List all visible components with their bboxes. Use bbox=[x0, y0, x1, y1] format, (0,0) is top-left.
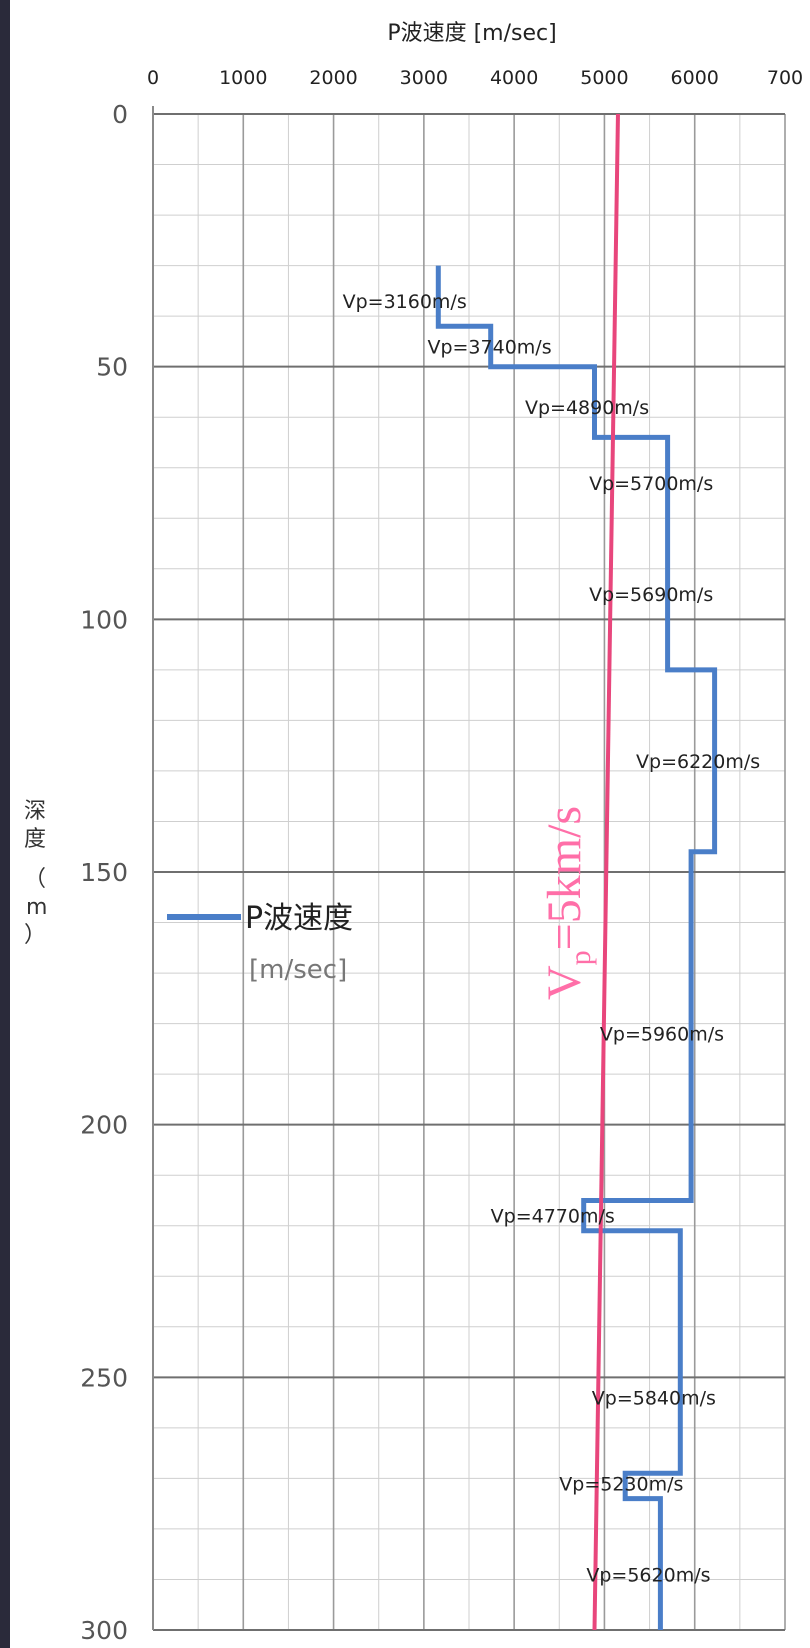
y-axis-title: 深 度 （ m ） bbox=[24, 799, 47, 948]
legend-label: P波速度 bbox=[245, 901, 353, 936]
layer-velocity-label: Vp=5960m/s bbox=[600, 1024, 724, 1046]
left-edge-strip bbox=[0, 0, 10, 1648]
layer-velocity-label: Vp=3160m/s bbox=[343, 291, 467, 313]
y-tick-label: 300 bbox=[80, 1616, 128, 1645]
y-tick-label: 50 bbox=[96, 353, 128, 382]
layer-velocity-label: Vp=6220m/s bbox=[636, 751, 760, 773]
x-axis-title: P波速度 [m/sec] bbox=[387, 21, 556, 46]
major-grid bbox=[152, 106, 786, 1631]
x-tick-label: 0 bbox=[147, 67, 159, 89]
y-tick-label: 250 bbox=[80, 1363, 128, 1392]
x-tick-labels: 0 1000 2000 3000 4000 5000 6000 700 bbox=[147, 67, 803, 89]
series-line bbox=[435, 265, 718, 1630]
x-tick-label: 6000 bbox=[671, 67, 719, 89]
y-tick-label: 100 bbox=[80, 605, 128, 634]
x-tick-label: 5000 bbox=[580, 67, 628, 89]
layer-velocity-label: Vp=4770m/s bbox=[491, 1206, 615, 1228]
annotation-layer: Vp=3160m/s Vp=3740m/s Vp=4890m/s Vp=5700m/s… bbox=[343, 291, 761, 1586]
layer-velocity-label: Vp=5840m/s bbox=[592, 1388, 716, 1410]
layer-velocity-label: Vp=3740m/s bbox=[427, 336, 551, 358]
y-tick-labels: 0 50 100 150 200 250 300 bbox=[80, 100, 128, 1645]
x-tick-label: 1000 bbox=[219, 67, 267, 89]
reference-line bbox=[592, 113, 620, 1631]
y-axis-title-char: 度 bbox=[24, 827, 46, 852]
ref-label-rest: =5km/s bbox=[538, 806, 591, 950]
layer-velocity-label: Vp=5230m/s bbox=[559, 1473, 683, 1495]
layer-velocity-label: Vp=5700m/s bbox=[589, 473, 713, 495]
ref-label-main: V bbox=[538, 965, 591, 1000]
y-tick-label: 0 bbox=[112, 100, 128, 129]
y-axis-title-char: 深 bbox=[24, 799, 46, 824]
legend-unit: [m/sec] bbox=[249, 955, 347, 985]
legend: P波速度 [m/sec] bbox=[167, 901, 353, 985]
layer-velocity-label: Vp=5690m/s bbox=[589, 584, 713, 606]
y-axis-title-char: （ bbox=[24, 867, 46, 892]
x-tick-label: 700 bbox=[767, 67, 803, 89]
reference-line-layer bbox=[592, 113, 620, 1631]
reference-line-label: Vp=5km/s bbox=[538, 806, 597, 1000]
x-tick-label: 4000 bbox=[490, 67, 538, 89]
ref-label-sub: p bbox=[564, 950, 597, 965]
layer-velocity-label: Vp=4890m/s bbox=[525, 397, 649, 419]
x-tick-label: 2000 bbox=[309, 67, 357, 89]
y-tick-label: 150 bbox=[80, 858, 128, 887]
y-tick-label: 200 bbox=[80, 1111, 128, 1140]
y-axis-title-char: ） bbox=[24, 923, 46, 948]
layer-velocity-label: Vp=5620m/s bbox=[586, 1564, 710, 1586]
x-tick-label: 3000 bbox=[400, 67, 448, 89]
series-layer bbox=[435, 265, 718, 1630]
y-axis-title-char: m bbox=[26, 895, 47, 920]
